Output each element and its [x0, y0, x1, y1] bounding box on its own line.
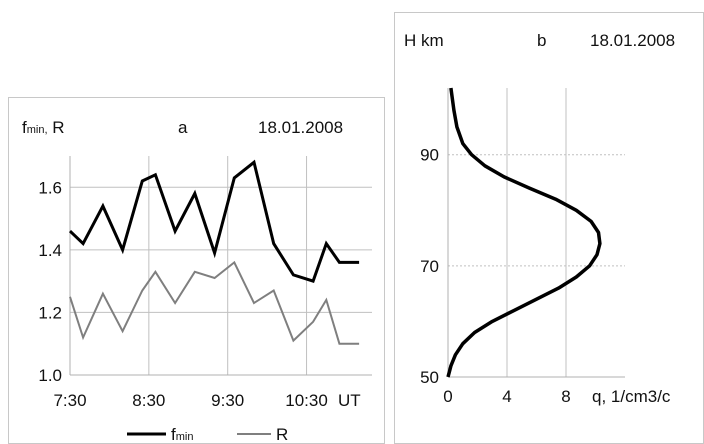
legend-R-label: R — [276, 425, 288, 444]
panel-b-ytick-label: 90 — [420, 146, 439, 165]
panel-a-legend: fmin R — [127, 425, 288, 444]
panel-b-ytick-label: 70 — [420, 257, 439, 276]
panel-a-ylabel: fmin, R — [22, 118, 65, 137]
panel-b-label: b — [537, 31, 546, 50]
panel-b-xlabel: q, 1/cm3/c — [592, 387, 671, 406]
panel-a-ytick-label: 1.4 — [38, 241, 62, 260]
panel-b-xtick-label: 0 — [443, 387, 452, 406]
panel-b-ytick-label: 50 — [420, 368, 439, 387]
panel-a-xtick-label: 10:30 — [285, 391, 328, 410]
panel-a-ytick-label: 1.2 — [38, 303, 62, 322]
panel-b-xtick-label: 4 — [502, 387, 511, 406]
legend-fmin-label: fmin — [171, 425, 193, 444]
panel-a-xtick-label: 7:30 — [53, 391, 86, 410]
panel-a-xtick-label: 9:30 — [211, 391, 244, 410]
R-series-line — [69, 260, 360, 345]
panel-a-xlabel: UT — [338, 391, 361, 410]
panel-b-date: 18.01.2008 — [590, 31, 675, 50]
panel-a-ytick-label: 1.0 — [38, 366, 62, 385]
panel-b-plot: 50 70 90 0 4 8 — [420, 87, 625, 406]
panel-a-ytick-label: 1.6 — [38, 178, 62, 197]
panel-b-xtick-label: 8 — [561, 387, 570, 406]
panel-a-plot: 1.0 1.2 1.4 1.6 7:30 8:30 9:30 10:30 — [38, 156, 372, 410]
fmin-series-line — [68, 159, 360, 283]
q-profile-line — [446, 87, 602, 378]
panel-b-ylabel: H km — [404, 31, 444, 50]
panel-a-xtick-label: 8:30 — [132, 391, 165, 410]
panel-a-date: 18.01.2008 — [258, 118, 343, 137]
panel-a-label: a — [178, 118, 188, 137]
